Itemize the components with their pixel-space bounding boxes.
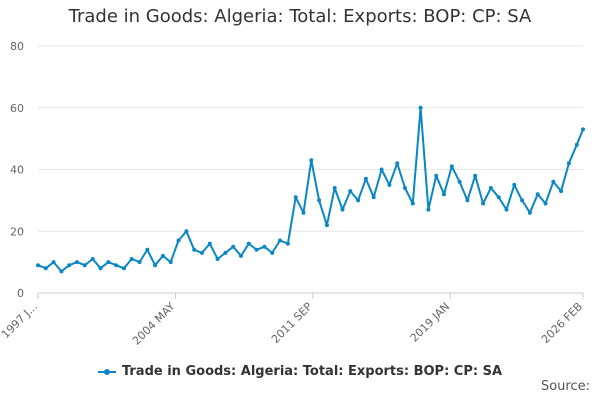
data-point[interactable] — [36, 263, 40, 268]
data-point[interactable] — [121, 266, 126, 271]
data-point[interactable] — [363, 176, 368, 181]
data-point[interactable] — [153, 263, 158, 268]
data-point[interactable] — [90, 257, 95, 261]
data-point[interactable] — [82, 263, 87, 268]
data-point[interactable] — [75, 260, 79, 265]
data-point[interactable] — [504, 207, 509, 212]
y-tick-label: 20 — [10, 225, 24, 238]
chart-title: Trade in Goods: Algeria: Total: Exports:… — [68, 6, 532, 27]
data-point[interactable] — [254, 247, 259, 252]
data-point[interactable] — [559, 189, 564, 194]
data-point[interactable] — [301, 210, 306, 215]
data-point[interactable] — [520, 198, 525, 203]
data-point[interactable] — [293, 195, 298, 200]
data-point[interactable] — [98, 266, 103, 271]
data-point[interactable] — [551, 179, 556, 184]
data-point[interactable] — [488, 186, 493, 190]
data-point[interactable] — [434, 173, 439, 178]
data-point[interactable] — [465, 198, 470, 203]
data-point[interactable] — [403, 186, 407, 190]
data-point[interactable] — [387, 182, 392, 187]
data-point[interactable] — [262, 244, 267, 249]
data-point[interactable] — [215, 257, 220, 261]
data-point[interactable] — [278, 238, 282, 243]
data-point[interactable] — [426, 207, 431, 212]
y-tick-label: 0 — [17, 287, 24, 300]
data-point[interactable] — [481, 201, 486, 206]
legend[interactable]: Trade in Goods: Algeria: Total: Exports:… — [0, 364, 600, 379]
data-point[interactable] — [137, 260, 142, 265]
data-point[interactable] — [51, 260, 56, 265]
data-point[interactable] — [176, 238, 181, 243]
data-point[interactable] — [332, 186, 337, 190]
data-point[interactable] — [356, 198, 361, 203]
data-point[interactable] — [59, 269, 64, 274]
data-point[interactable] — [270, 250, 275, 255]
x-tick-label: 2011 SEP — [269, 300, 315, 346]
data-point[interactable] — [457, 179, 462, 184]
data-point[interactable] — [496, 195, 501, 200]
y-tick-label: 40 — [10, 164, 24, 177]
data-point[interactable] — [473, 173, 478, 178]
x-tick-label: 2026 FEB — [539, 300, 585, 346]
data-point[interactable] — [207, 241, 212, 246]
data-point[interactable] — [348, 189, 353, 194]
data-point[interactable] — [371, 195, 376, 200]
x-tick-label: 1997 J... — [0, 300, 40, 341]
x-tick-label: 2004 MAY — [130, 300, 178, 348]
legend-line-marker-icon — [97, 366, 116, 378]
data-point[interactable] — [566, 161, 571, 166]
data-point[interactable] — [145, 247, 150, 252]
data-point[interactable] — [129, 257, 134, 261]
data-point[interactable] — [317, 198, 322, 203]
data-point[interactable] — [246, 241, 251, 246]
data-point[interactable] — [527, 210, 532, 215]
data-point[interactable] — [442, 192, 446, 197]
data-point[interactable] — [535, 192, 540, 197]
data-point[interactable] — [106, 260, 111, 265]
legend-series-label: Trade in Goods: Algeria: Total: Exports:… — [121, 364, 503, 379]
data-point[interactable] — [160, 253, 165, 258]
data-point[interactable] — [379, 167, 384, 172]
data-point[interactable] — [168, 260, 173, 265]
data-point[interactable] — [200, 250, 204, 255]
data-point[interactable] — [581, 127, 585, 132]
data-point[interactable] — [543, 201, 548, 206]
y-tick-label: 80 — [10, 40, 24, 53]
data-point[interactable] — [449, 164, 454, 169]
data-point[interactable] — [309, 158, 314, 163]
data-point[interactable] — [231, 244, 236, 249]
data-point[interactable] — [395, 161, 400, 166]
x-tick-label: 2019 JAN — [408, 300, 453, 345]
data-point[interactable] — [324, 223, 329, 228]
data-point[interactable] — [239, 253, 243, 258]
y-tick-label: 60 — [10, 102, 24, 115]
data-point[interactable] — [574, 142, 579, 147]
data-point[interactable] — [340, 207, 345, 212]
data-point[interactable] — [512, 182, 517, 187]
data-point[interactable] — [184, 229, 189, 234]
data-point[interactable] — [192, 247, 197, 252]
data-point[interactable] — [285, 241, 290, 246]
data-point[interactable] — [67, 263, 72, 268]
source-credit: Source: — [540, 379, 590, 394]
data-point[interactable] — [410, 201, 415, 206]
data-point[interactable] — [43, 266, 48, 271]
data-point[interactable] — [418, 105, 423, 110]
series-line — [37, 106, 584, 273]
data-point[interactable] — [223, 250, 228, 255]
data-point[interactable] — [114, 263, 119, 268]
